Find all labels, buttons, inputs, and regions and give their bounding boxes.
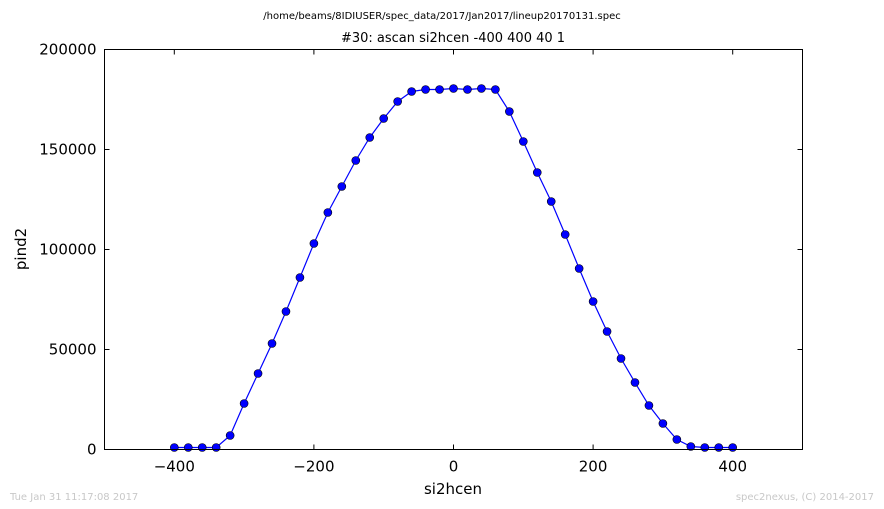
figure-suptitle: /home/beams/8IDIUSER/spec_data/2017/Jan2… — [263, 11, 620, 22]
data-point — [295, 273, 305, 282]
y-tick-label: 200000 — [39, 41, 96, 59]
data-point — [477, 84, 486, 93]
data-point — [267, 339, 277, 348]
x-tick-label: 0 — [449, 458, 459, 476]
data-point — [211, 443, 221, 452]
data-point — [546, 197, 556, 206]
y-axis-ticks: 0 50000 100000 150000 200000 — [39, 41, 803, 459]
data-point — [505, 107, 514, 116]
data-point — [393, 97, 402, 106]
data-point — [602, 327, 612, 336]
data-point — [463, 85, 472, 94]
data-point — [518, 137, 528, 146]
y-tick-label: 150000 — [39, 141, 96, 159]
data-point — [421, 85, 430, 94]
data-point — [686, 442, 696, 451]
data-point — [672, 435, 682, 444]
data-point — [658, 419, 668, 428]
series-layer — [170, 84, 738, 452]
series-line — [174, 87, 733, 449]
data-point — [574, 264, 584, 273]
data-point — [700, 443, 710, 452]
data-point — [616, 354, 626, 363]
data-point — [379, 114, 389, 123]
data-point — [323, 208, 333, 217]
data-point — [170, 443, 179, 452]
x-tick-label: −200 — [293, 458, 334, 476]
footer-timestamp: Tue Jan 31 11:17:08 2017 — [10, 492, 139, 503]
data-point — [407, 87, 416, 96]
data-point — [183, 443, 193, 452]
chart-title: #30: ascan si2hcen -400 400 40 1 — [341, 31, 565, 46]
data-point — [351, 156, 361, 165]
data-point — [532, 168, 542, 177]
x-axis-label: si2hcen — [424, 480, 482, 498]
y-tick-label: 0 — [87, 441, 97, 459]
y-axis-label: pind2 — [12, 228, 30, 270]
footer-credit: spec2nexus, (C) 2014-2017 — [735, 492, 874, 503]
data-point — [365, 133, 375, 142]
data-point — [309, 239, 319, 248]
y-tick-label: 100000 — [39, 241, 96, 259]
data-point — [588, 297, 598, 306]
data-point — [281, 307, 291, 316]
data-point — [644, 401, 654, 410]
y-tick-label: 50000 — [49, 341, 97, 359]
data-point — [253, 369, 263, 378]
x-tick-label: 400 — [718, 458, 747, 476]
x-axis-ticks: −400 −200 0 200 400 — [154, 49, 747, 476]
data-point — [560, 230, 570, 239]
data-point — [728, 443, 738, 452]
data-point — [714, 443, 724, 452]
data-point — [225, 431, 235, 440]
data-point — [197, 443, 207, 452]
data-point — [491, 85, 500, 94]
x-tick-label: −400 — [154, 458, 195, 476]
data-point — [435, 85, 444, 94]
data-point — [239, 399, 249, 408]
plot-frame — [104, 49, 803, 450]
data-point — [449, 84, 458, 93]
x-tick-label: 200 — [579, 458, 608, 476]
data-point — [337, 182, 347, 191]
data-point — [630, 378, 640, 387]
